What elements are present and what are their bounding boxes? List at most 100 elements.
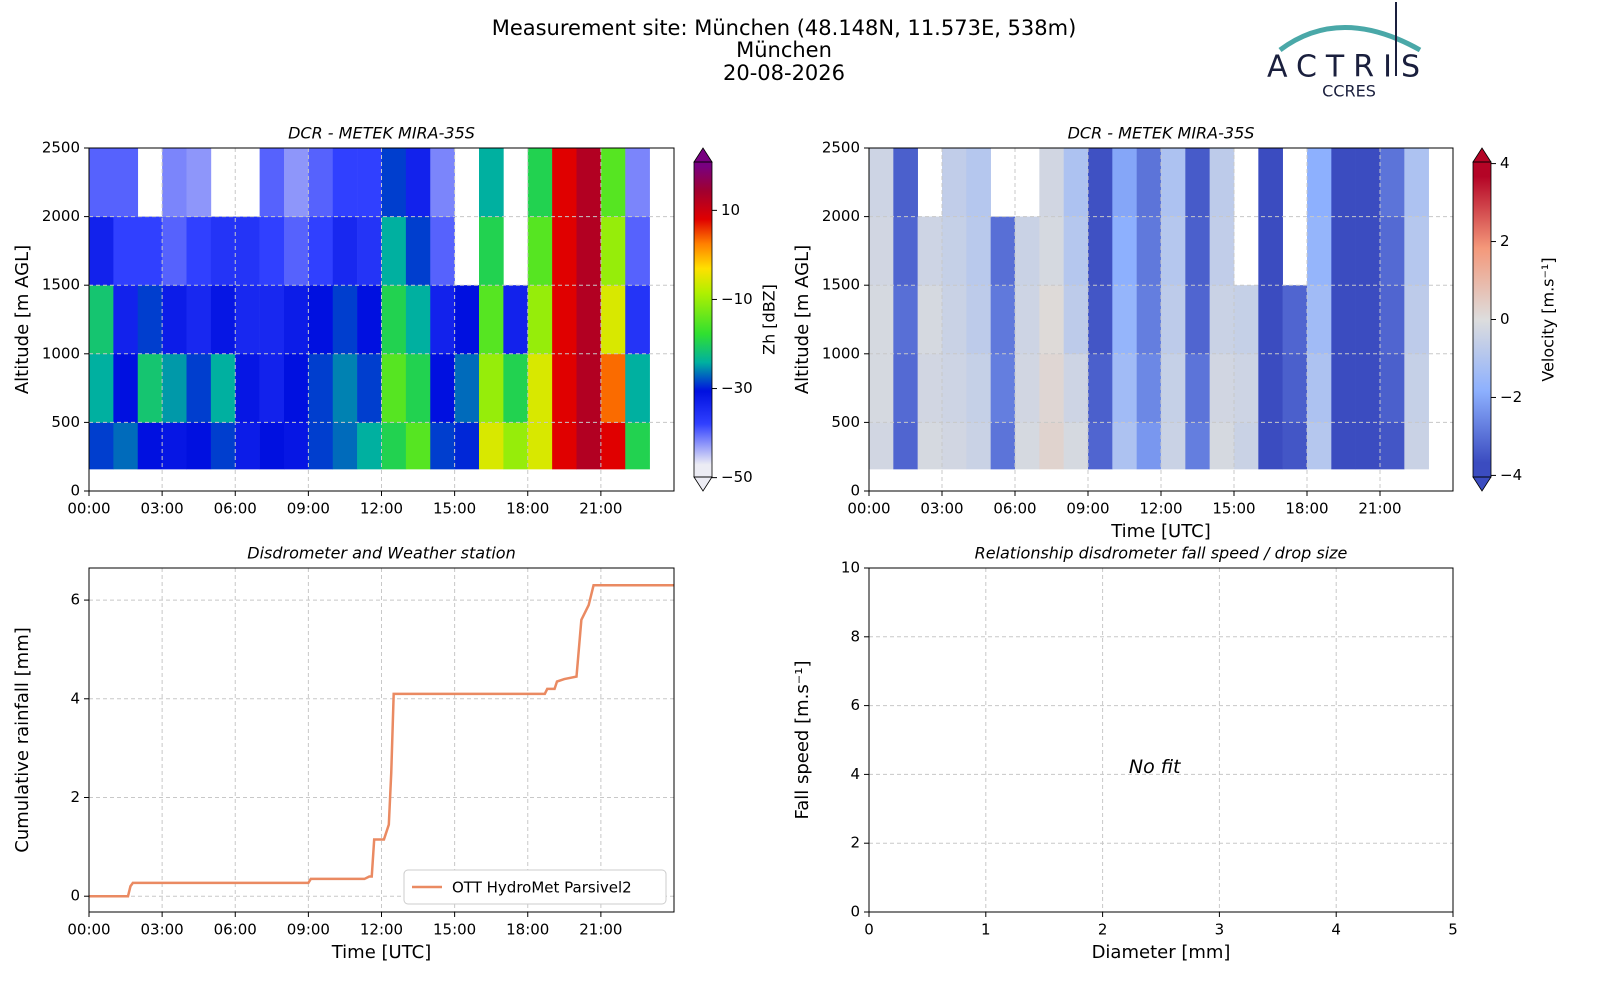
heatmap-cell (259, 148, 285, 217)
heatmap-cell (1258, 353, 1283, 423)
heatmap-cell (1063, 353, 1089, 423)
heatmap-cell (381, 353, 407, 423)
heatmap-cell (308, 353, 334, 423)
heatmap-cell (113, 353, 139, 423)
y-axis-label: Altitude [m AGL] (12, 245, 33, 394)
heatmap-cell (966, 216, 991, 286)
panel: 00:00 03:00 06:00 09:00 12:00 15:00 18:00 21:00… (12, 124, 779, 518)
heatmap-cell (89, 353, 114, 423)
heatmap-cell (1282, 353, 1308, 423)
x-tick-label: 03:00 (141, 500, 184, 518)
heatmap-cell (1088, 285, 1113, 355)
heatmap-cell (527, 216, 553, 286)
heatmap-cell (308, 216, 334, 286)
heatmap-cell (405, 285, 431, 355)
heatmap-cell (137, 216, 163, 286)
heatmap-cell (869, 148, 894, 217)
heatmap-cell (381, 422, 407, 470)
heatmap-cell (1282, 422, 1308, 470)
heatmap-cell (1063, 216, 1089, 286)
heatmap-cell (1355, 148, 1381, 217)
heatmap-cell (1185, 285, 1210, 355)
colorbar-extend (1472, 476, 1492, 492)
x-tick-label: 21:00 (1358, 500, 1401, 518)
heatmap-cell (332, 216, 358, 286)
heatmap-cell (162, 285, 187, 355)
heatmap-cell (113, 148, 139, 217)
heatmap-cell (1380, 148, 1405, 217)
x-tick-label: 12:00 (1139, 500, 1182, 518)
heatmap-cell (479, 148, 504, 217)
x-axis-label: Time [UTC] (331, 942, 432, 963)
heatmap-cell (430, 285, 455, 355)
colorbar-extend (693, 147, 713, 163)
heatmap-cell (1209, 148, 1235, 217)
y-tick-label: 10 (841, 559, 860, 577)
heatmap-cell (235, 216, 260, 286)
heatmap-cell (1185, 422, 1210, 470)
x-tick-label: 18:00 (1285, 500, 1328, 518)
plot-area (869, 568, 1453, 912)
heatmap-cell (527, 285, 553, 355)
x-tick-label: 2 (1098, 921, 1108, 939)
heatmap-cell (479, 353, 504, 423)
heatmap-cell (1039, 285, 1064, 355)
heatmap-cell (917, 353, 943, 423)
heatmap-cell (186, 285, 212, 355)
heatmap-cell (1088, 353, 1113, 423)
x-tick-label: 5 (1448, 921, 1458, 939)
y-tick-label: 1000 (42, 344, 80, 362)
heatmap-cell (942, 353, 967, 423)
heatmap-cell (1258, 216, 1283, 286)
heatmap-cell (1112, 285, 1137, 355)
heatmap-cell (1209, 353, 1235, 423)
logo-arc (1278, 25, 1422, 53)
heatmap-cell (1331, 148, 1356, 217)
heatmap-cell (625, 422, 650, 470)
heatmap-cell (137, 285, 163, 355)
heatmap-cell (1380, 353, 1405, 423)
heatmap-cell (1015, 422, 1040, 470)
colorbar-tick-label: 2 (1500, 232, 1510, 250)
panel: OTT HydroMet Parsivel2 00:00 03:00 06:00 09:… (12, 544, 675, 963)
y-tick-label: 2500 (822, 139, 860, 157)
heatmap-cell (308, 422, 334, 470)
heatmap-cell (1258, 422, 1283, 470)
heatmap-cell (284, 353, 309, 423)
heatmap-cell (332, 422, 358, 470)
chart-title: DCR - METEK MIRA-35S (288, 124, 475, 143)
x-tick-label: 12:00 (360, 921, 403, 939)
heatmap-cell (357, 353, 382, 423)
heatmap-cell (990, 353, 1016, 423)
heatmap-cell (454, 353, 480, 423)
heatmap-cell (1404, 285, 1429, 355)
heatmap-cell (625, 285, 650, 355)
heatmap-cell (1039, 422, 1064, 470)
heatmap-cell (1088, 216, 1113, 286)
chart-title: DCR - METEK MIRA-35S (1068, 124, 1255, 143)
heatmap-cell (1063, 422, 1089, 470)
y-tick-label: 1500 (42, 276, 80, 294)
heatmap-cell (430, 148, 455, 217)
colorbar-tick-label: −2 (1500, 388, 1522, 406)
heatmap-cell (430, 216, 455, 286)
heatmap-cell (527, 148, 553, 217)
heatmap-cell (113, 422, 139, 470)
heatmap-cell (893, 148, 918, 217)
heatmap-cell (1307, 148, 1332, 217)
colorbar-tick-label: −4 (1500, 466, 1522, 484)
heatmap-cell (990, 216, 1016, 286)
y-tick-label: 2000 (822, 207, 860, 225)
heatmap-cell (210, 422, 236, 470)
heatmap-cell (966, 148, 991, 217)
heatmap-cell (1063, 148, 1089, 217)
y-tick-label: 6 (850, 696, 860, 714)
heatmap-cell (259, 353, 285, 423)
heatmap-cell (576, 422, 602, 470)
heatmap-cell (308, 285, 334, 355)
x-tick-label: 09:00 (287, 500, 330, 518)
colorbar-tick-label: 10 (721, 201, 740, 219)
heatmap-cell (1404, 422, 1429, 470)
heatmap-cell (430, 353, 455, 423)
y-tick-label: 1500 (822, 276, 860, 294)
